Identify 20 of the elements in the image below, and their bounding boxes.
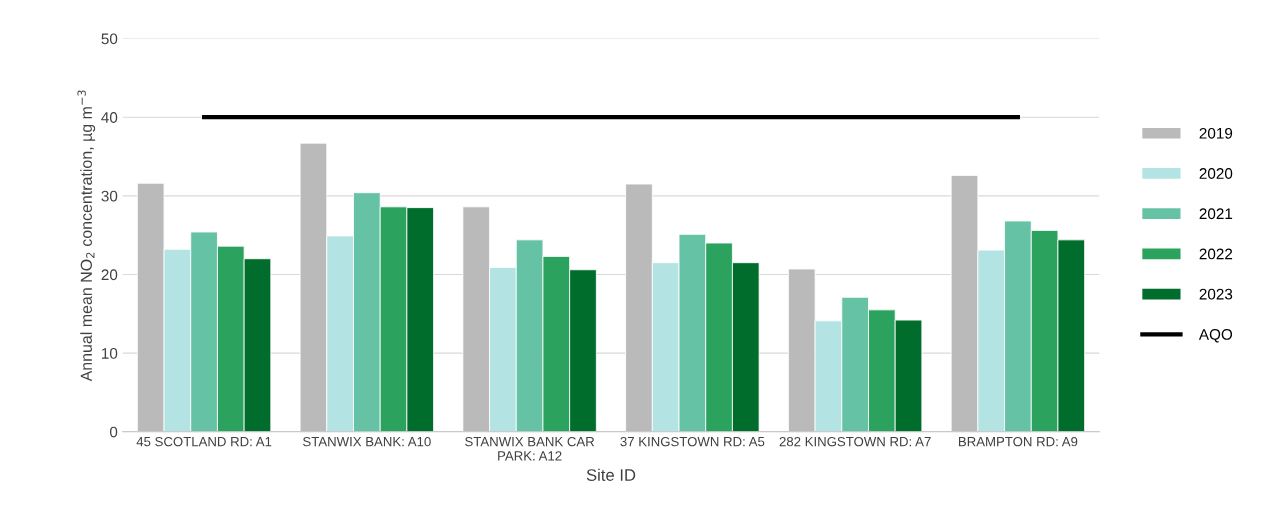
y-axis-title: Annual mean NO$_{2}$ concentration, µg m$^{−3}$	[77, 90, 96, 382]
y-tick-label: 0	[109, 426, 118, 438]
y-tick-label: 10	[102, 347, 118, 359]
y-tick-label: 20	[101, 269, 118, 281]
x-axis-title: Site ID	[586, 468, 636, 481]
legend-label: 2023	[1199, 288, 1233, 300]
legend-label: AQO	[1198, 328, 1233, 343]
legend-label: 2022	[1199, 248, 1233, 260]
y-tick-label: 40	[101, 112, 118, 123]
x-tick-label: 37 KINGSTOWN RD: A5	[620, 436, 765, 447]
x-tick-label: BRAMPTON RD: A9	[958, 436, 1078, 447]
x-tick-label: STANWIX BANK CAR PARK: A12	[465, 436, 595, 461]
y-tick-label: 30	[101, 190, 118, 202]
legend-label: 2020	[1199, 168, 1233, 179]
x-tick-label: 282 KINGSTOWN RD: A7	[779, 436, 931, 447]
x-tick-label: STANWIX BANK: A10	[303, 436, 431, 447]
legend-label: 2019	[1199, 127, 1233, 139]
y-tick-label: 50	[101, 33, 118, 45]
legend-label: 2021	[1199, 208, 1233, 220]
x-tick-label: 45 SCOTLAND RD: A1	[136, 436, 272, 447]
